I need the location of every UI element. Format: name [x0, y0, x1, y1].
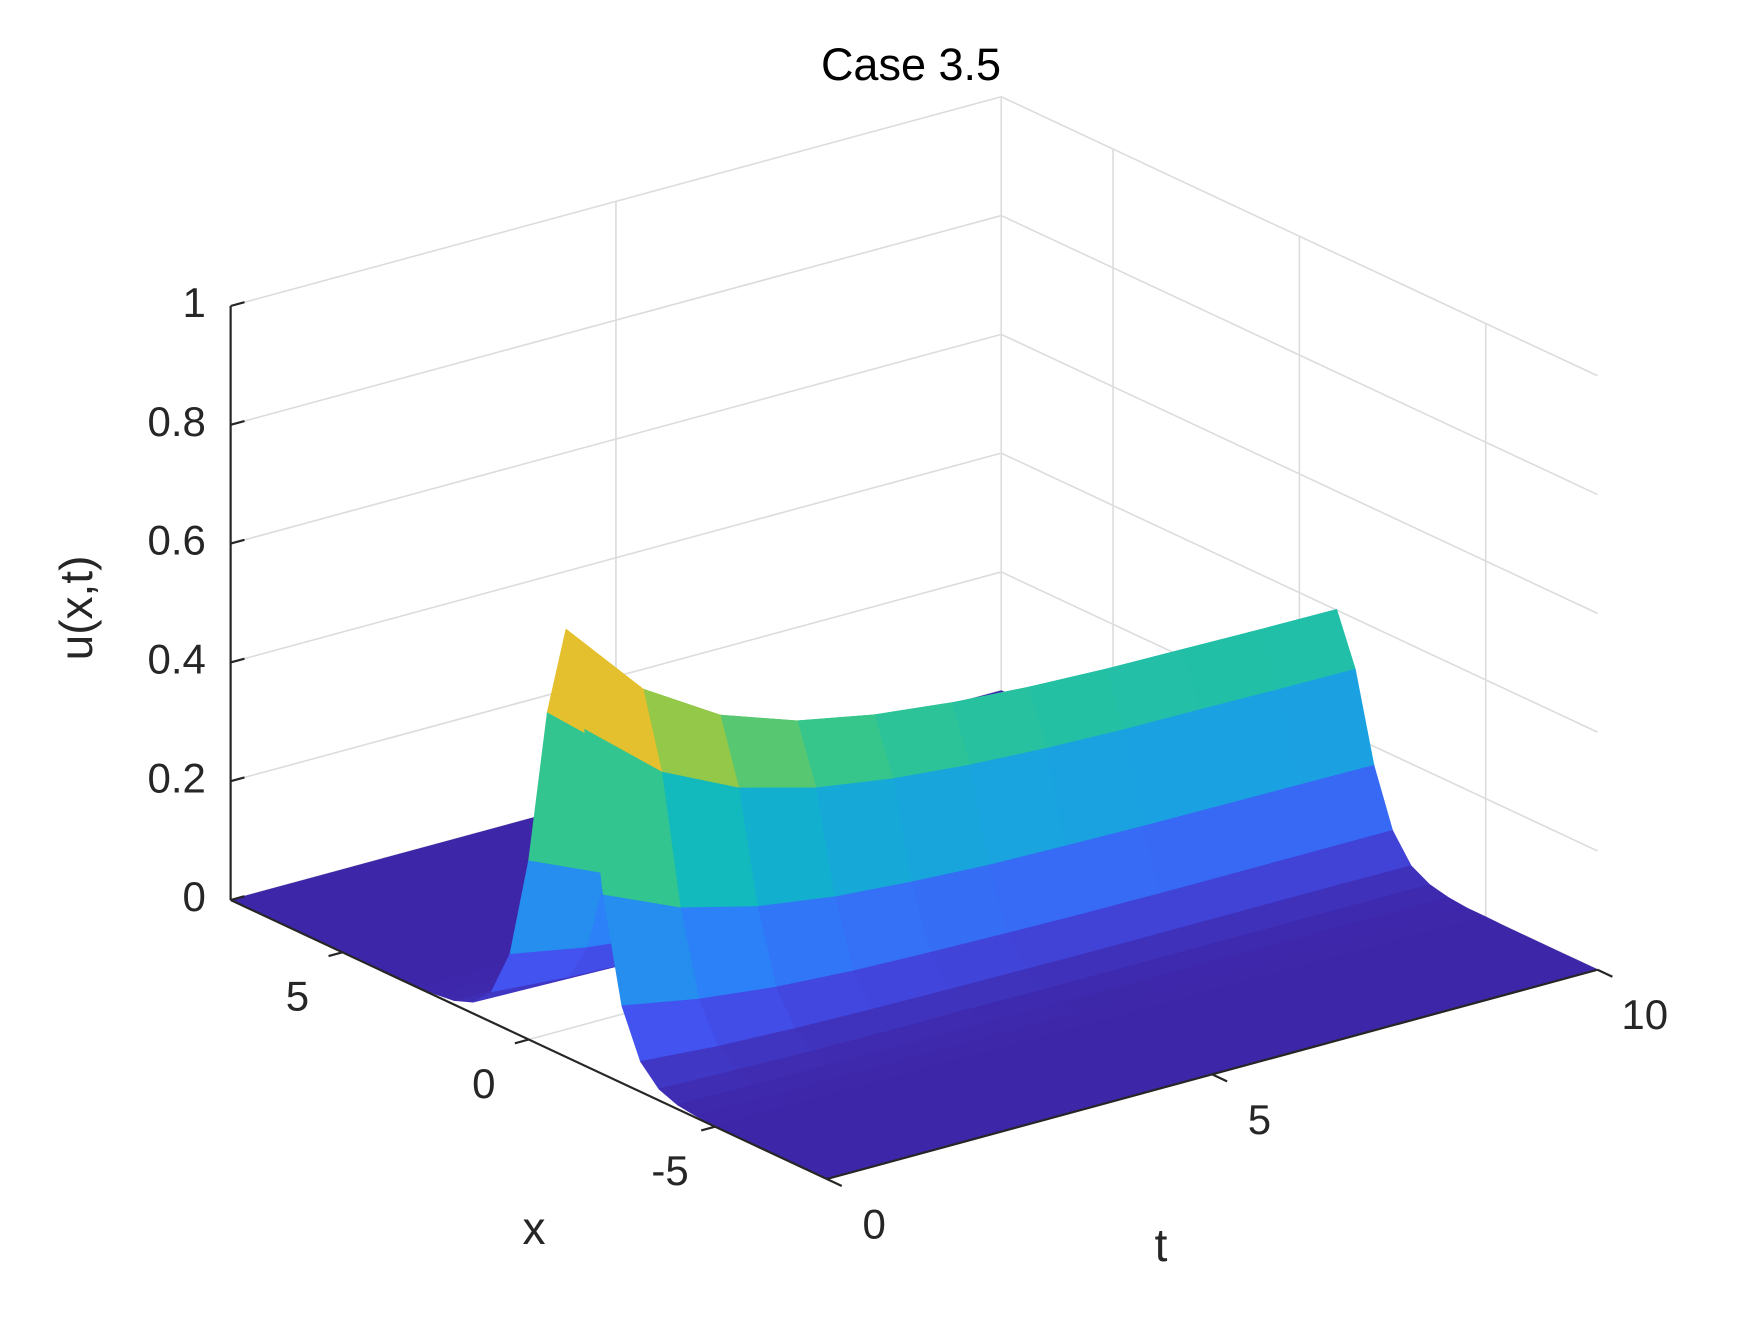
t-tick-label: 0 — [862, 1200, 885, 1247]
z-tick-label: 0 — [183, 873, 206, 920]
z-tick — [230, 301, 245, 308]
t-tick — [1211, 1073, 1228, 1083]
z-tick — [230, 657, 245, 664]
x-tick-label: -5 — [651, 1147, 688, 1194]
chart-title: Case 3.5 — [821, 39, 1001, 90]
z-tick-label: 0.4 — [147, 635, 205, 682]
x-tick-label: 5 — [286, 973, 309, 1020]
axes: 0 0.2 0.4 0.6 0.8 1 -5 0 5 0 5 10 — [147, 279, 1668, 1247]
x-tick-label: 0 — [472, 1060, 495, 1107]
x-tick — [514, 1038, 530, 1045]
surface — [230, 609, 1598, 1180]
z-tick — [230, 419, 245, 426]
z-tick-label: 1 — [183, 279, 206, 326]
z-tick — [230, 538, 245, 545]
t-tick — [1597, 968, 1613, 978]
x-tick — [328, 951, 343, 958]
z-tick-label: 0.8 — [147, 398, 205, 445]
z-tick-label: 0.2 — [147, 754, 205, 801]
t-tick-label: 5 — [1248, 1096, 1271, 1143]
z-tick-label: 0.6 — [147, 517, 205, 564]
z-tick — [230, 895, 245, 902]
x-axis-label: x — [523, 1202, 546, 1254]
z-axis-label: u(x,t) — [50, 556, 102, 661]
z-tick — [230, 776, 245, 783]
t-tick — [826, 1178, 843, 1187]
t-tick-label: 10 — [1621, 991, 1668, 1038]
x-tick — [700, 1125, 716, 1132]
t-axis-label: t — [1155, 1219, 1168, 1271]
